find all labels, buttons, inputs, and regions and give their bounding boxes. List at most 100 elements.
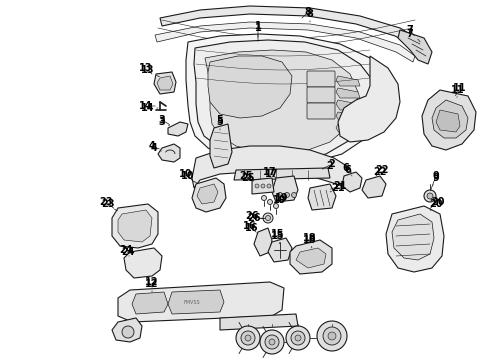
Polygon shape [220,314,298,330]
Circle shape [262,195,267,201]
Circle shape [295,335,301,341]
Polygon shape [210,124,232,168]
Text: 11: 11 [451,85,465,95]
Circle shape [273,203,278,208]
Text: 22: 22 [373,167,387,177]
Text: 12: 12 [145,279,159,289]
Circle shape [285,193,290,198]
Text: 24: 24 [119,245,133,255]
Text: 8: 8 [307,9,314,19]
Polygon shape [362,176,386,198]
Text: 6: 6 [344,165,351,175]
Circle shape [241,331,255,345]
Circle shape [317,321,347,351]
Polygon shape [342,172,362,192]
Circle shape [427,193,433,199]
Circle shape [277,193,283,198]
Text: 9: 9 [433,171,440,181]
Polygon shape [194,40,374,160]
Polygon shape [157,76,173,90]
FancyBboxPatch shape [307,103,335,119]
Circle shape [266,216,270,220]
Polygon shape [154,72,176,94]
Polygon shape [252,178,274,194]
Text: 3: 3 [159,115,166,125]
Text: 18: 18 [303,235,317,245]
Text: 7: 7 [407,25,414,35]
Polygon shape [336,76,360,86]
Text: 22: 22 [375,165,389,175]
Text: 26: 26 [245,211,259,221]
Polygon shape [386,206,444,272]
Text: 23: 23 [99,197,113,207]
Polygon shape [186,34,390,166]
Circle shape [286,326,310,350]
Polygon shape [336,88,360,98]
Polygon shape [160,6,420,48]
Polygon shape [338,56,400,142]
Polygon shape [392,214,434,260]
Text: 14: 14 [141,103,155,113]
Text: 9: 9 [433,173,440,183]
Circle shape [255,184,259,188]
Circle shape [292,193,296,198]
Text: 20: 20 [431,197,445,207]
Text: 5: 5 [217,117,223,127]
Circle shape [328,332,336,340]
Polygon shape [422,90,476,150]
Text: 20: 20 [429,199,443,209]
Text: 19: 19 [275,193,289,203]
Circle shape [269,339,275,345]
Text: 15: 15 [271,229,285,239]
Polygon shape [118,282,284,322]
Text: 16: 16 [245,223,259,233]
Circle shape [267,184,271,188]
Polygon shape [308,184,336,210]
Circle shape [261,184,265,188]
Polygon shape [168,122,188,136]
Polygon shape [192,146,352,188]
Polygon shape [155,22,415,62]
Text: 8: 8 [305,7,312,17]
Circle shape [265,335,279,349]
Text: 4: 4 [148,141,155,151]
Polygon shape [398,30,432,64]
Circle shape [424,190,436,202]
Text: 14: 14 [139,101,153,111]
Text: 25: 25 [239,171,253,181]
Polygon shape [336,112,360,122]
Polygon shape [436,110,460,132]
Polygon shape [132,292,168,314]
Polygon shape [112,204,158,248]
Polygon shape [158,144,180,162]
FancyBboxPatch shape [307,71,335,87]
Text: 26: 26 [247,213,261,223]
Circle shape [263,213,273,223]
Text: 2: 2 [327,161,333,171]
Text: 6: 6 [343,163,349,173]
Circle shape [323,327,341,345]
Text: 17: 17 [265,169,279,179]
Text: 1: 1 [255,21,261,31]
Text: 21: 21 [331,183,345,193]
Text: 17: 17 [263,167,277,177]
FancyBboxPatch shape [307,87,335,103]
Text: 1: 1 [255,23,261,33]
Polygon shape [272,176,298,202]
Text: 23: 23 [101,199,115,209]
Text: 15: 15 [271,231,285,241]
Text: FMVSS: FMVSS [184,300,200,305]
Polygon shape [168,290,224,314]
Text: 13: 13 [139,63,153,73]
Text: 7: 7 [407,29,414,39]
Text: 24: 24 [121,247,135,257]
Polygon shape [268,238,292,262]
Polygon shape [336,100,360,110]
Polygon shape [290,240,332,274]
Text: 5: 5 [217,115,223,125]
Polygon shape [197,184,218,204]
Polygon shape [112,318,142,342]
Text: 12: 12 [145,277,159,287]
Polygon shape [205,50,358,154]
Circle shape [268,199,272,204]
